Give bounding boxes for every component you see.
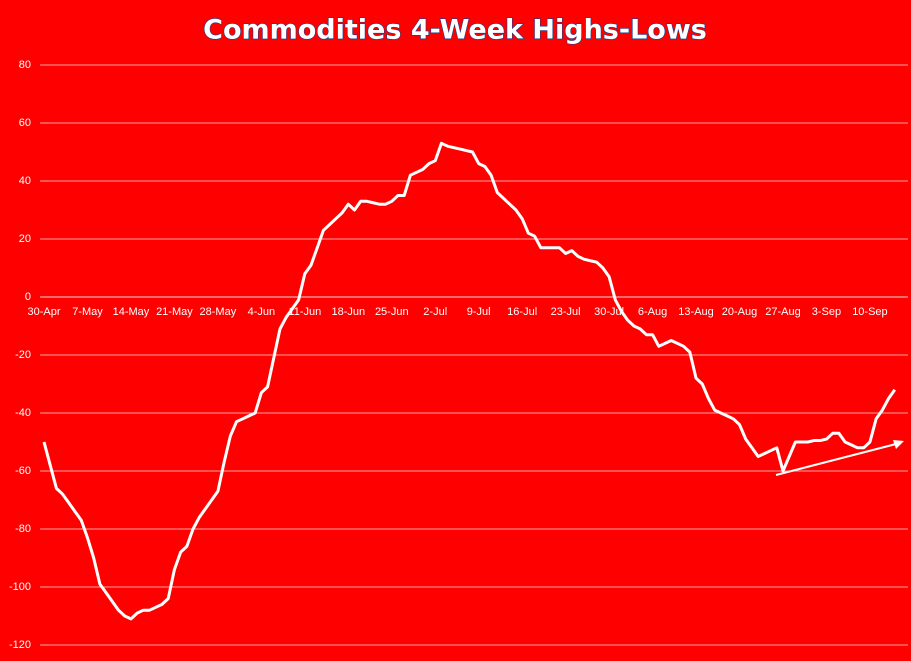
x-tick-label: 6-Aug (638, 306, 667, 318)
grid (40, 64, 908, 646)
x-tick-label: 28-May (200, 306, 237, 318)
x-tick-label: 9-Jul (467, 306, 491, 318)
data-line (42, 141, 896, 621)
arrow-head (893, 440, 904, 449)
x-tick-label: 23-Jul (551, 306, 581, 318)
trend-arrow (775, 440, 904, 476)
marks (42, 141, 896, 621)
y-tick-label: -20 (15, 349, 31, 361)
x-tick-label: 11-Jun (288, 306, 321, 318)
x-tick-label: 2-Jul (423, 306, 447, 318)
x-tick-label: 13-Aug (678, 306, 713, 318)
x-tick-label: 16-Jul (507, 306, 537, 318)
y-tick-label: 80 (19, 59, 31, 71)
trend-line (775, 443, 897, 476)
y-tick-label: 20 (19, 233, 31, 245)
x-tick-label: 14-May (113, 306, 150, 318)
x-tick-label: 30-Jul (594, 306, 624, 318)
x-tick-label: 10-Sep (852, 306, 887, 318)
y-tick-label: -40 (15, 407, 31, 419)
x-tick-label: 4-Jun (248, 306, 276, 318)
y-tick-label: 60 (19, 117, 31, 129)
y-tick-label: -80 (15, 523, 31, 535)
y-tick-label: -60 (15, 465, 31, 477)
x-tick-label: 20-Aug (722, 306, 757, 318)
x-tick-label: 7-May (72, 306, 103, 318)
y-tick-label: -100 (9, 581, 31, 593)
x-tick-label: 27-Aug (765, 306, 800, 318)
x-tick-label: 30-Apr (27, 306, 60, 318)
x-tick-label: 21-May (156, 306, 193, 318)
x-tick-label: 3-Sep (812, 306, 841, 318)
labels: -120 -100 -80 -60 -40 -20 0 20 40 60 80 30-Apr 7-May… (9, 59, 888, 651)
chart-title: Commodities 4-Week Highs-Lows (203, 15, 707, 46)
x-tick-label: 18-Jun (331, 306, 365, 318)
y-tick-label: 0 (25, 291, 31, 303)
y-tick-label: 40 (19, 175, 31, 187)
x-tick-label: 25-Jun (375, 306, 409, 318)
y-tick-label: -120 (9, 639, 31, 651)
